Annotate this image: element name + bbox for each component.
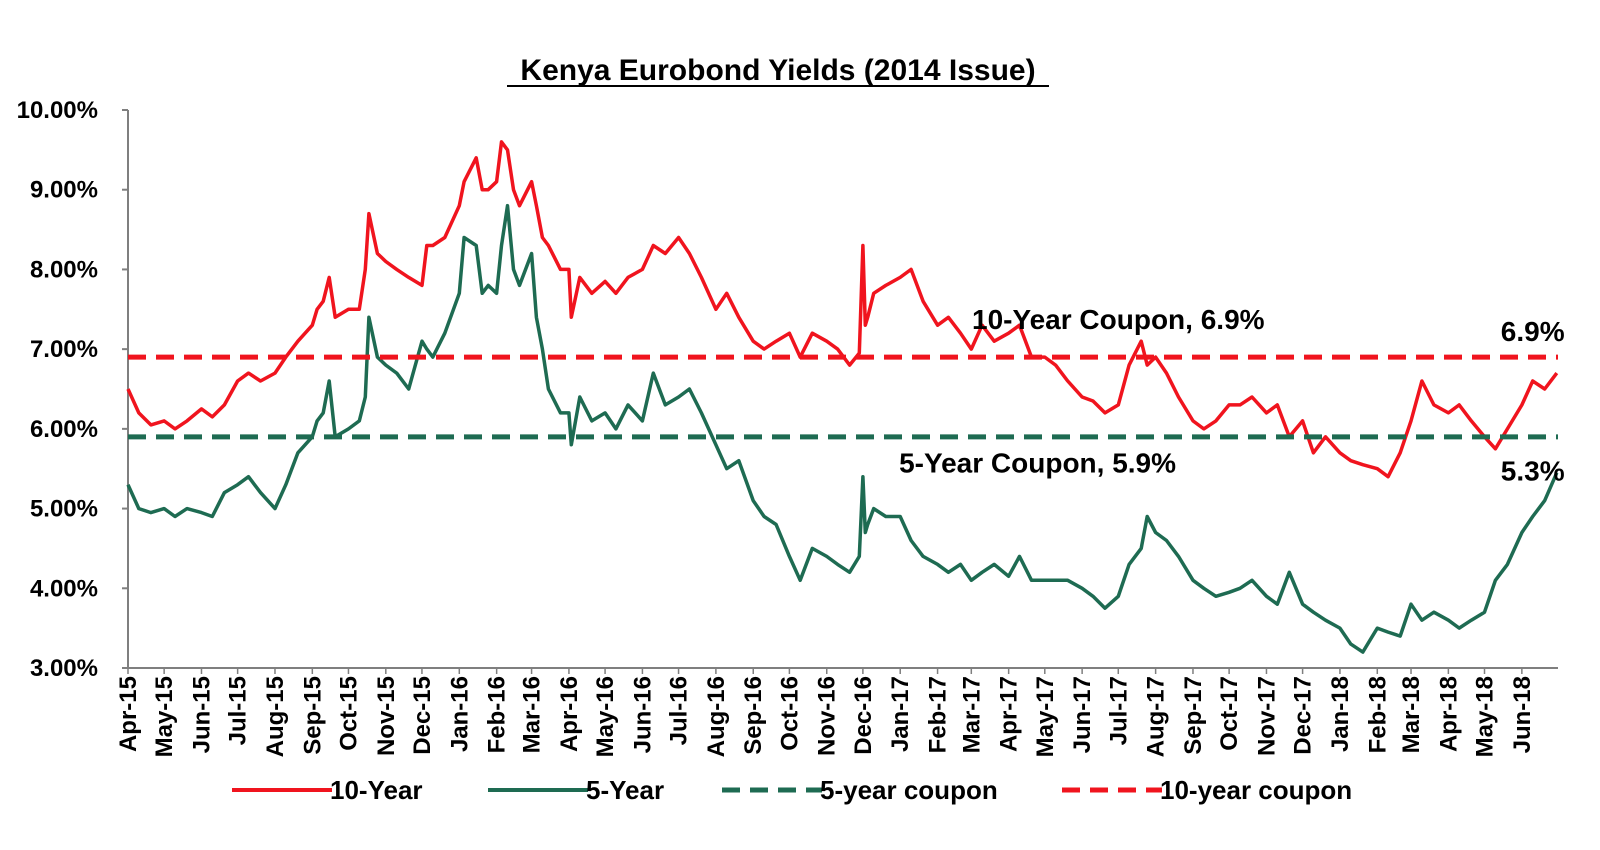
legend-label-5-year: 5-Year xyxy=(586,775,664,805)
x-tick-label: May-18 xyxy=(1472,676,1499,757)
x-tick-label: Oct-16 xyxy=(776,676,803,751)
x-tick-label: Aug-17 xyxy=(1143,676,1170,757)
x-tick-label: Dec-15 xyxy=(409,676,436,755)
legend-label-10-year-coupon: 10-year coupon xyxy=(1160,775,1352,805)
annotations: 10-Year Coupon, 6.9% 6.9% 5-Year Coupon, 5… xyxy=(899,304,1565,486)
annotation-label: 5.3% xyxy=(1501,456,1565,487)
x-tick-label: Oct-17 xyxy=(1216,676,1243,751)
x-tick-label: Jan-17 xyxy=(887,676,914,752)
x-axis: Apr-15 May-15 Jun-15 Jul-15 Aug-15 Sep-15 Oct-… xyxy=(115,667,1558,757)
y-tick-label: 7.00% xyxy=(30,336,98,363)
y-tick-label: 8.00% xyxy=(30,256,98,283)
legend: 10-Year 5-Year 5-year coupon 10-year coupon xyxy=(232,775,1352,805)
annotation-label: 6.9% xyxy=(1501,316,1565,347)
chart-title: Kenya Eurobond Yields (2014 Issue) xyxy=(520,54,1035,87)
y-tick-label: 9.00% xyxy=(30,177,98,204)
series-line-10-year xyxy=(126,140,1559,479)
x-tick-label: Jun-17 xyxy=(1069,676,1096,753)
x-tick-label: Sep-15 xyxy=(299,676,326,755)
x-tick-label: Jan-18 xyxy=(1327,676,1354,752)
series-lines xyxy=(126,140,1559,654)
y-tick-label: 4.00% xyxy=(30,575,98,602)
x-tick-label: Nov-16 xyxy=(814,676,841,756)
x-tick-label: May-15 xyxy=(151,676,178,757)
x-tick-label: Jul-15 xyxy=(225,676,252,745)
x-tick-label: Mar-16 xyxy=(519,676,546,753)
annotation-label: 10-Year Coupon, 6.9% xyxy=(972,304,1265,335)
y-axis: 10.00% 9.00% 8.00% 7.00% 6.00% 5.00% 4.00% 3.00… xyxy=(17,97,129,682)
x-tick-label: Feb-16 xyxy=(484,676,511,753)
y-tick-label: 5.00% xyxy=(30,496,98,523)
x-tick-label: May-17 xyxy=(1032,676,1059,757)
legend-label-10-year: 10-Year xyxy=(330,775,423,805)
x-tick-label: Oct-15 xyxy=(335,676,362,751)
x-tick-label: May-16 xyxy=(592,676,619,757)
x-tick-label: Jul-17 xyxy=(1105,676,1132,745)
x-tick-label: Dec-17 xyxy=(1290,676,1317,755)
x-tick-label: Jun-16 xyxy=(629,676,656,753)
x-tick-label: Mar-18 xyxy=(1398,676,1425,753)
x-tick-label: Sep-16 xyxy=(740,676,767,755)
x-tick-label: Dec-16 xyxy=(850,676,877,755)
y-tick-label: 10.00% xyxy=(17,97,98,124)
series-line-5-year xyxy=(126,203,1559,654)
x-tick-label: Jun-18 xyxy=(1509,676,1536,753)
y-tick-label: 6.00% xyxy=(30,416,98,443)
x-tick-label: Sep-17 xyxy=(1180,676,1207,755)
annotation-label: 5-Year Coupon, 5.9% xyxy=(899,448,1176,479)
y-tick-label: 3.00% xyxy=(30,655,98,682)
x-tick-label: Apr-16 xyxy=(556,676,583,752)
x-tick-label: Aug-16 xyxy=(703,676,730,757)
x-tick-label: Apr-15 xyxy=(115,676,142,752)
x-tick-label: Nov-17 xyxy=(1253,676,1280,756)
legend-label-5-year-coupon: 5-year coupon xyxy=(820,775,998,805)
x-tick-label: Jun-15 xyxy=(188,676,215,753)
x-tick-label: Apr-18 xyxy=(1435,676,1462,752)
x-tick-label: Feb-17 xyxy=(925,676,952,753)
x-tick-label: Mar-17 xyxy=(958,676,985,753)
x-tick-label: Jul-16 xyxy=(666,676,693,745)
x-tick-label: Aug-15 xyxy=(262,676,289,757)
x-tick-label: Feb-18 xyxy=(1364,676,1391,753)
x-tick-label: Jan-16 xyxy=(446,676,473,752)
x-tick-label: Nov-15 xyxy=(373,676,400,756)
x-tick-label: Apr-17 xyxy=(996,676,1023,752)
